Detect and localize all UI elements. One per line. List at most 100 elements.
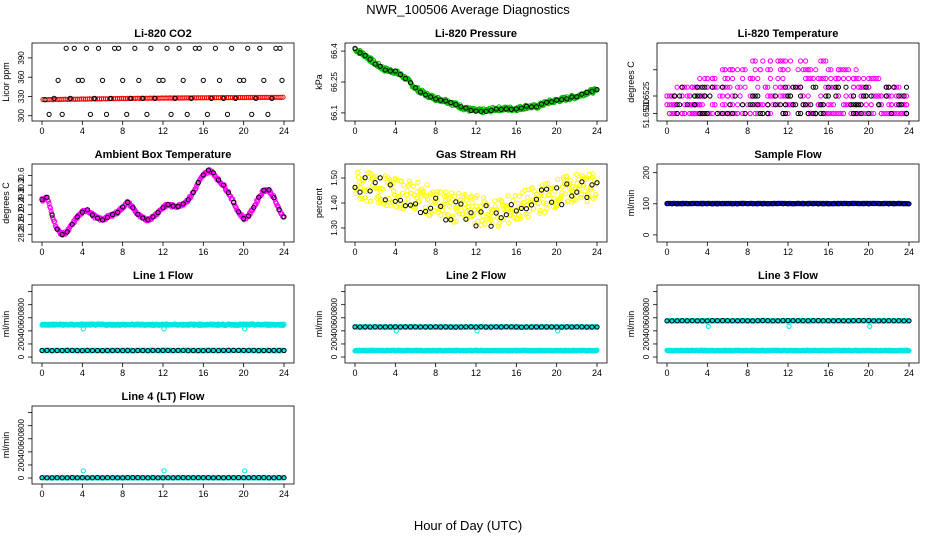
data-point [99, 348, 106, 354]
data-point [574, 189, 580, 195]
data-point [412, 201, 419, 207]
series-2 [352, 324, 600, 330]
data-point [735, 110, 741, 117]
data-point [59, 347, 65, 354]
data-point [538, 101, 545, 107]
data-point [697, 84, 703, 90]
data-point [237, 77, 243, 84]
x-tick-label: 8 [433, 247, 438, 257]
data-point [392, 68, 398, 74]
data-point [420, 189, 427, 195]
y-axis-label: ml/min [314, 311, 324, 338]
y-tick-label: 1.30 [330, 220, 339, 236]
y-tick-label: 66.1 [330, 105, 339, 121]
data-point [594, 347, 600, 353]
data-point [188, 95, 194, 102]
data-point [699, 110, 705, 117]
data-point [724, 201, 731, 207]
data-point [80, 326, 86, 332]
data-point [437, 189, 443, 195]
data-point [498, 215, 504, 221]
data-point [276, 207, 282, 213]
data-point [840, 201, 847, 207]
data-point [833, 75, 839, 82]
data-point [830, 201, 837, 207]
data-point [679, 110, 685, 117]
data-point [727, 102, 733, 108]
data-point [810, 318, 816, 324]
data-point [780, 93, 786, 99]
data-point [729, 201, 736, 207]
data-point [878, 93, 884, 99]
data-point [672, 110, 678, 117]
data-point [886, 102, 892, 108]
data-point [458, 104, 464, 110]
data-point [89, 347, 96, 354]
data-point [564, 324, 570, 330]
y-tick-label: 0 [330, 354, 339, 359]
data-point [281, 347, 287, 354]
data-point [850, 84, 857, 90]
data-point [574, 94, 580, 100]
x-tick-label: 8 [120, 126, 125, 136]
data-point [525, 214, 531, 220]
data-point [810, 75, 816, 82]
data-point [735, 201, 741, 207]
data-point [416, 199, 422, 205]
data-point [513, 106, 519, 112]
data-point [787, 93, 794, 99]
data-point [160, 205, 166, 211]
x-tick-label: 8 [745, 368, 750, 378]
panel-title: Line 3 Flow [758, 270, 818, 282]
data-point [95, 45, 102, 51]
data-point [694, 84, 700, 90]
x-tick-label: 24 [279, 126, 289, 136]
data-point [569, 193, 575, 199]
data-point [399, 178, 405, 184]
data-point [522, 187, 528, 193]
data-point [861, 84, 867, 90]
data-point [740, 102, 746, 108]
data-point [740, 75, 746, 82]
data-point [569, 324, 575, 330]
data-point [737, 84, 743, 90]
data-point [589, 88, 595, 94]
data-point [891, 201, 897, 207]
data-point [205, 347, 211, 353]
data-point [853, 75, 859, 82]
x-tick-label: 4 [393, 247, 398, 257]
x-tick-label: 4 [705, 368, 710, 378]
data-point [765, 318, 771, 324]
data-point [453, 324, 459, 330]
data-point [246, 347, 252, 353]
data-point [903, 93, 910, 99]
data-point [140, 215, 146, 221]
data-point [825, 201, 831, 207]
data-point [785, 67, 791, 73]
data-point [193, 186, 199, 192]
data-point [747, 102, 753, 108]
data-point [732, 93, 738, 99]
data-point [856, 110, 862, 117]
data-point [722, 84, 728, 90]
data-point [210, 170, 216, 176]
data-point [423, 193, 429, 199]
data-point [104, 214, 111, 221]
data-point [364, 198, 370, 204]
data-point [124, 111, 130, 118]
x-tick-label: 4 [80, 126, 85, 136]
data-point [448, 217, 454, 223]
data-point [709, 201, 716, 207]
data-point [682, 102, 688, 108]
data-point [752, 67, 758, 73]
y-tick-label: 400 [642, 324, 651, 338]
data-point [871, 75, 877, 82]
data-point [729, 93, 736, 99]
plot-frame [31, 42, 295, 122]
data-point [245, 45, 251, 51]
y-axis-label: ml/min [626, 190, 636, 217]
x-tick-label: 0 [352, 247, 357, 257]
x-tick-label: 24 [904, 368, 914, 378]
